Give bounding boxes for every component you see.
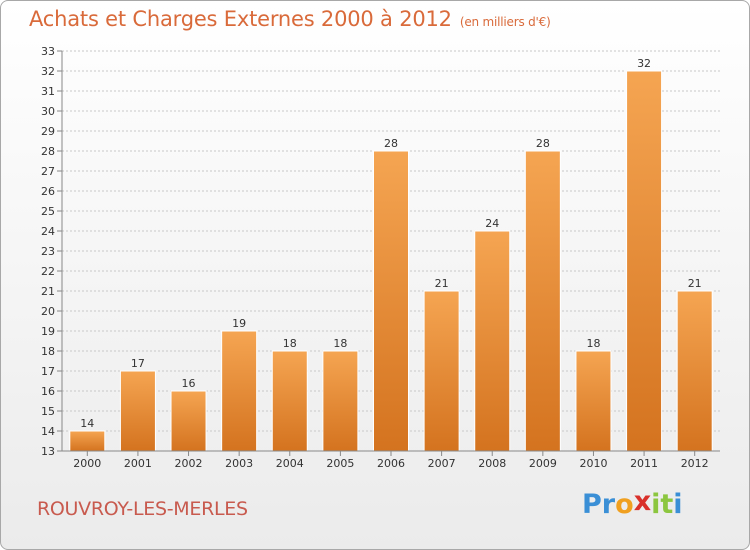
y-tick-label: 28 [41,145,55,158]
x-tick-label: 2000 [73,457,101,470]
bar-2012 [676,290,713,452]
y-tick-label: 31 [41,85,55,98]
x-tick-label: 2004 [276,457,304,470]
y-tick-label: 18 [41,345,55,358]
y-tick-label: 13 [41,445,55,458]
bar-value-label: 17 [131,357,145,370]
y-tick-label: 21 [41,285,55,298]
y-tick-label: 23 [41,245,55,258]
x-tick-label: 2011 [630,457,658,470]
y-tick-label: 26 [41,185,55,198]
logo-letter: o [615,489,634,520]
x-tick-label: 2009 [529,457,557,470]
bar-2002 [170,390,207,452]
x-axis-ticks: 2000 2001 2002 2003 2004 2005 2006 2007 2008 2009… [73,451,709,470]
y-tick-label: 14 [41,425,55,438]
commune-name: ROUVROY-LES-MERLES [37,498,248,520]
bar-value-label: 32 [637,57,651,70]
y-tick-label: 30 [41,105,55,118]
y-tick-label: 22 [41,265,55,278]
bar-2004 [271,350,308,452]
x-tick-label: 2002 [175,457,203,470]
y-tick-label: 33 [41,45,55,58]
x-tick-label: 2006 [377,457,405,470]
y-tick-label: 19 [41,325,55,338]
logo-letter: r [601,489,616,520]
logo-letter: P [582,489,602,520]
bar-value-label: 18 [283,337,297,350]
y-tick-label: 24 [41,225,55,238]
bar-value-label: 18 [333,337,347,350]
bar-value-label: 18 [586,337,600,350]
bar-2003 [221,330,258,452]
bar-2001 [119,370,156,452]
x-tick-label: 2005 [326,457,354,470]
axes [61,51,720,452]
chart-title: Achats et Charges Externes 2000 à 2012 (e… [29,7,551,31]
bar-2009 [524,150,561,452]
y-axis-ticks: 13 14 15 16 17 18 19 20 21 22 23 24 25 26 27 28 29 30 31 32… [41,45,62,458]
bar-value-label: 19 [232,317,246,330]
bar-value-label: 28 [384,137,398,150]
y-tick-label: 16 [41,385,55,398]
proxiti-logo: Proxiti [582,486,683,520]
bar-2010 [575,350,612,452]
bar-2005 [322,350,359,452]
logo-letter: t [660,489,674,520]
bar-2006 [373,150,409,452]
y-tick-label: 20 [41,305,55,318]
bar-2007 [423,290,460,452]
bar-value-label: 16 [182,377,196,390]
chart-title-text: Achats et Charges Externes 2000 à 2012 [29,7,452,31]
bar-value-labels: 14 17 16 19 18 18 28 21 24 28 18 32 21 [80,57,701,430]
bar-2000 [69,430,106,452]
bar-value-label: 24 [485,217,499,230]
bar-value-label: 21 [688,277,702,290]
chart-subtitle: (en milliers d'€) [459,15,551,29]
x-tick-label: 2010 [579,457,607,470]
bar-value-label: 21 [435,277,449,290]
bar-value-label: 14 [80,417,94,430]
bars [69,70,713,452]
logo-letter: i [673,489,683,520]
x-tick-label: 2003 [225,457,253,470]
y-tick-label: 29 [41,125,55,138]
logo-letter: x [633,486,652,517]
y-tick-label: 27 [41,165,55,178]
bar-2008 [474,230,511,452]
bar-value-label: 28 [536,137,550,150]
logo-letter: i [651,489,661,520]
x-tick-label: 2001 [124,457,152,470]
y-tick-label: 15 [41,405,55,418]
y-tick-label: 32 [41,65,55,78]
bar-2011 [626,70,663,452]
y-tick-label: 17 [41,365,55,378]
x-tick-label: 2007 [428,457,456,470]
y-tick-label: 25 [41,205,55,218]
x-tick-label: 2008 [478,457,506,470]
x-tick-label: 2012 [681,457,709,470]
